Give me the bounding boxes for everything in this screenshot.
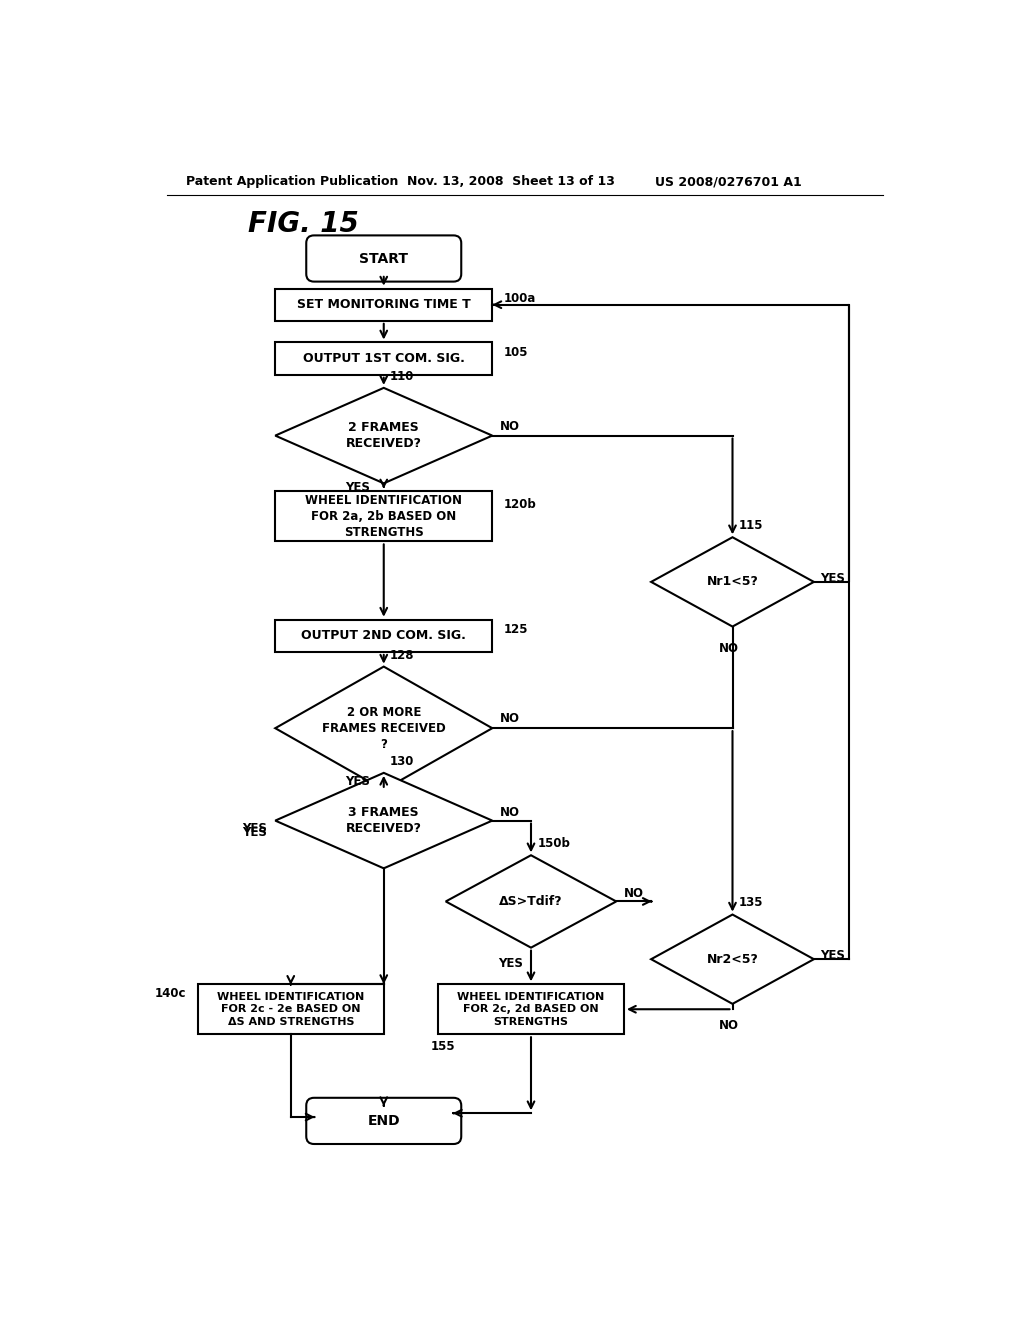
Text: 135: 135 xyxy=(738,896,763,909)
Text: YES: YES xyxy=(243,822,267,834)
Text: NO: NO xyxy=(719,1019,738,1032)
Text: FIG. 15: FIG. 15 xyxy=(248,210,358,238)
Text: NO: NO xyxy=(719,642,738,655)
Polygon shape xyxy=(275,667,493,789)
Text: 2 OR MORE
FRAMES RECEIVED
?: 2 OR MORE FRAMES RECEIVED ? xyxy=(322,706,445,751)
Text: 2 FRAMES
RECEIVED?: 2 FRAMES RECEIVED? xyxy=(346,421,422,450)
Text: 128: 128 xyxy=(390,648,415,661)
Bar xyxy=(275,289,493,321)
Polygon shape xyxy=(651,537,814,627)
Text: US 2008/0276701 A1: US 2008/0276701 A1 xyxy=(655,176,802,187)
Text: YES: YES xyxy=(345,775,370,788)
Text: 155: 155 xyxy=(430,1040,455,1053)
Text: 3 FRAMES
RECEIVED?: 3 FRAMES RECEIVED? xyxy=(346,807,422,836)
Text: SET MONITORING TIME T: SET MONITORING TIME T xyxy=(297,298,471,312)
Polygon shape xyxy=(445,855,616,948)
Text: END: END xyxy=(368,1114,400,1127)
Text: NO: NO xyxy=(500,420,520,433)
Text: 120b: 120b xyxy=(504,499,537,511)
Text: 115: 115 xyxy=(738,519,763,532)
Text: YES: YES xyxy=(820,572,845,585)
Text: NO: NO xyxy=(624,887,644,900)
Text: 130: 130 xyxy=(390,755,415,768)
Bar xyxy=(438,985,624,1035)
FancyBboxPatch shape xyxy=(306,235,461,281)
Text: 140c: 140c xyxy=(155,987,186,1001)
Text: 100a: 100a xyxy=(504,292,537,305)
Bar xyxy=(275,619,493,652)
Text: Nov. 13, 2008  Sheet 13 of 13: Nov. 13, 2008 Sheet 13 of 13 xyxy=(407,176,614,187)
Text: YES: YES xyxy=(243,825,267,838)
Text: WHEEL IDENTIFICATION
FOR 2c, 2d BASED ON
STRENGTHS: WHEEL IDENTIFICATION FOR 2c, 2d BASED ON… xyxy=(458,991,604,1027)
Text: NO: NO xyxy=(500,713,520,726)
Bar xyxy=(198,985,384,1035)
Text: Patent Application Publication: Patent Application Publication xyxy=(186,176,398,187)
Polygon shape xyxy=(275,774,493,869)
Text: 110: 110 xyxy=(390,370,415,383)
Bar xyxy=(275,342,493,375)
Text: YES: YES xyxy=(499,957,523,970)
Text: YES: YES xyxy=(820,949,845,962)
Text: Nr2<5?: Nr2<5? xyxy=(707,953,759,966)
Polygon shape xyxy=(275,388,493,483)
Polygon shape xyxy=(651,915,814,1005)
Text: 105: 105 xyxy=(504,346,528,359)
Text: START: START xyxy=(359,252,409,265)
Text: Nr1<5?: Nr1<5? xyxy=(707,576,759,589)
Text: WHEEL IDENTIFICATION
FOR 2a, 2b BASED ON
STRENGTHS: WHEEL IDENTIFICATION FOR 2a, 2b BASED ON… xyxy=(305,494,462,539)
Text: OUTPUT 1ST COM. SIG.: OUTPUT 1ST COM. SIG. xyxy=(303,352,465,366)
Text: WHEEL IDENTIFICATION
FOR 2c - 2e BASED ON
ΔS AND STRENGTHS: WHEEL IDENTIFICATION FOR 2c - 2e BASED O… xyxy=(217,991,365,1027)
Text: 150b: 150b xyxy=(538,837,570,850)
FancyBboxPatch shape xyxy=(306,1098,461,1144)
Text: OUTPUT 2ND COM. SIG.: OUTPUT 2ND COM. SIG. xyxy=(301,630,466,643)
Text: NO: NO xyxy=(500,807,520,820)
Text: ΔS>Tdif?: ΔS>Tdif? xyxy=(499,895,563,908)
Text: 125: 125 xyxy=(504,623,528,636)
Bar xyxy=(275,491,493,541)
Text: YES: YES xyxy=(345,480,370,494)
